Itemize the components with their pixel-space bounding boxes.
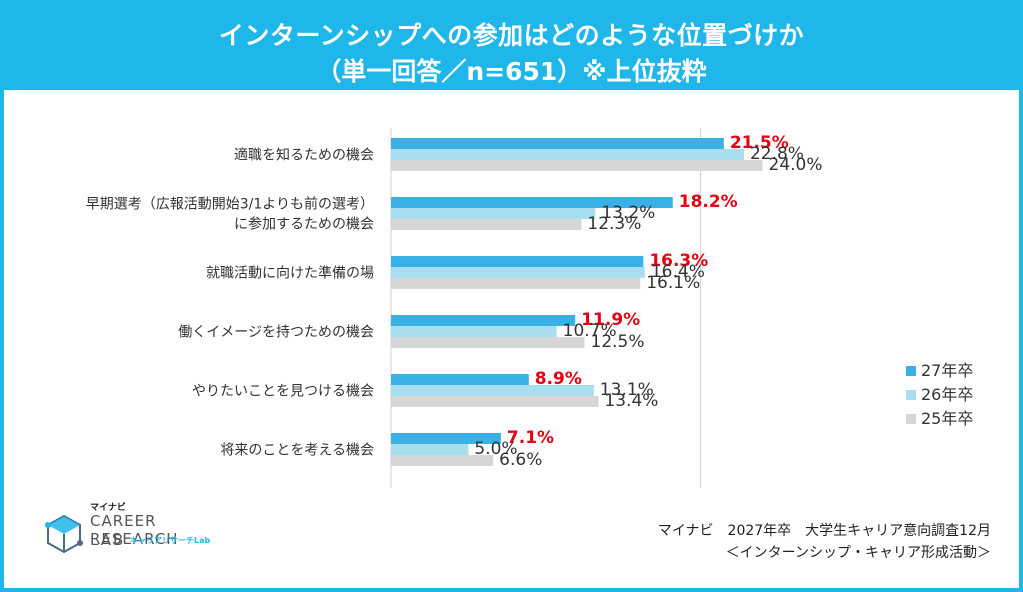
bar-0-4: [391, 374, 529, 385]
bar-2-1: [391, 219, 582, 230]
value-label-1-1: 13.2%: [601, 203, 655, 223]
value-label-0-1: 18.2%: [679, 192, 738, 212]
bar-1-3: [391, 326, 557, 337]
bar-1-5: [391, 444, 469, 455]
value-label-0-4: 8.9%: [535, 369, 582, 389]
gridlines: [390, 128, 702, 488]
title-banner: インターンシップへの参加はどのような位置づけか （単一回答／n=651）※上位抜…: [4, 4, 1019, 90]
value-label-1-4: 13.1%: [600, 380, 654, 400]
category-label-1-0: 早期選考（広報活動開始3/1よりも前の選考）: [86, 196, 374, 213]
bar-0-5: [391, 433, 501, 444]
bar-1-2: [391, 267, 645, 278]
source-line-2: ＜インターンシップ・キャリア形成活動＞: [725, 545, 991, 561]
bars: [391, 138, 763, 466]
value-labels: 21.5%22.8%24.0% 18.2% 13.2%12.3% 16.3%16.4%…: [474, 133, 822, 470]
cube-logo-icon: [45, 514, 83, 554]
bar-0-1: [391, 197, 673, 208]
value-label-2-4: 13.4%: [604, 391, 658, 411]
logo-brand-small: マイナビ: [90, 503, 126, 513]
value-label-1-2: 16.4%: [651, 262, 705, 282]
value-label-0-0: 21.5%: [730, 133, 789, 153]
value-label-2-5: 6.6%: [499, 450, 542, 470]
chart-subtitle: （単一回答／n=651）※上位抜粋: [316, 57, 707, 86]
logo-brand-lab: LAB: [90, 531, 126, 549]
value-label-2-0: 24.0%: [769, 155, 823, 175]
value-label-2-3: 12.5%: [591, 332, 645, 352]
career-research-lab-logo: マイナビ CAREER RESEARCH LAB キャリアリサーチLab: [42, 498, 242, 568]
bar-1-1: [391, 208, 596, 219]
category-label-2-0: 就職活動に向けた準備の場: [206, 266, 374, 282]
value-label-0-3: 11.9%: [581, 310, 640, 330]
bar-2-2: [391, 278, 641, 289]
category-label-3-0: 働くイメージを持つための機会: [178, 325, 374, 341]
value-label-2-2: 16.1%: [646, 273, 700, 293]
bar-2-0: [391, 160, 763, 171]
value-label-1-5: 5.0%: [474, 439, 517, 459]
value-label-0-2: 16.3%: [649, 251, 708, 271]
legend-swatch-2: [906, 414, 916, 424]
bar-2-5: [391, 455, 494, 466]
logo-brand-kana: キャリアリサーチLab: [130, 536, 211, 545]
bar-0-3: [391, 315, 576, 326]
value-label-2-1: 12.3%: [587, 214, 641, 234]
bar-0-0: [391, 138, 724, 149]
category-label-0-0: 適職を知るための機会: [234, 147, 374, 164]
legend-label-0: 27年卒: [921, 361, 973, 380]
category-label-4-0: やりたいことを見つける機会: [192, 384, 374, 400]
source-note: マイナビ 2027年卒 大学生キャリア意向調査12月 ＜インターンシップ・キャリ…: [658, 520, 991, 564]
value-label-0-5: 7.1%: [507, 428, 554, 448]
value-label-1-0: 22.8%: [750, 144, 804, 164]
chart-title: インターンシップへの参加はどのような位置づけか: [218, 21, 805, 50]
category-label-5-0: 将来のことを考える機会: [220, 443, 374, 459]
bar-2-3: [391, 337, 585, 348]
bar-2-4: [391, 396, 599, 407]
bar-1-0: [391, 149, 744, 160]
legend-label-2: 25年卒: [921, 409, 973, 428]
legend-swatch-0: [906, 366, 916, 376]
bar-0-2: [391, 256, 644, 267]
value-label-1-3: 10.7%: [563, 321, 617, 341]
legend: 27年卒 26年卒 25年卒: [906, 361, 973, 428]
logo-brand-main: CAREER RESEARCH: [90, 512, 179, 548]
legend-swatch-1: [906, 390, 916, 400]
bar-1-4: [391, 385, 594, 396]
legend-label-1: 26年卒: [921, 385, 973, 404]
source-line-1: マイナビ 2027年卒 大学生キャリア意向調査12月: [657, 523, 991, 539]
category-label-1-1: に参加するための機会: [234, 216, 374, 233]
